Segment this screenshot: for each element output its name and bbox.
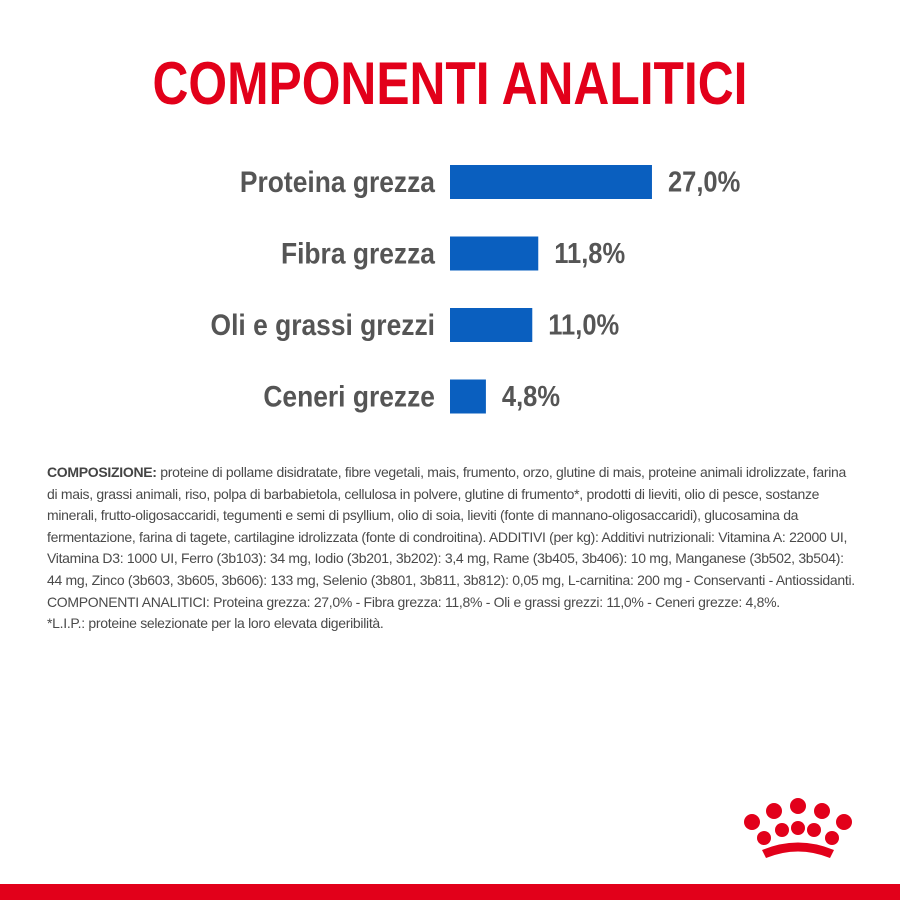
- composition-label: COMPOSIZIONE:: [47, 464, 157, 480]
- category-label: Ceneri grezze: [263, 379, 435, 413]
- bar: [450, 308, 533, 342]
- composition-text: proteine di pollame disidratate, fibre v…: [47, 464, 855, 610]
- logo: [744, 798, 852, 858]
- bottom-band: [0, 884, 900, 900]
- chart-title: COMPONENTI ANALITICI: [153, 50, 748, 117]
- category-label: Oli e grassi grezzi: [211, 307, 435, 341]
- composition: COMPOSIZIONE: proteine di pollame disidr…: [47, 462, 855, 635]
- bar: [450, 236, 539, 271]
- value-label: 11,0%: [548, 308, 619, 341]
- category-label: Proteina grezza: [240, 164, 435, 198]
- category-label: Fibra grezza: [281, 236, 435, 270]
- value-label: 4,8%: [502, 380, 560, 413]
- bar: [450, 379, 486, 414]
- bar: [450, 165, 652, 199]
- value-label: 11,8%: [554, 237, 625, 270]
- value-label: 27,0%: [668, 165, 740, 198]
- composition-note: *L.I.P.: proteine selezionate per la lor…: [47, 615, 384, 632]
